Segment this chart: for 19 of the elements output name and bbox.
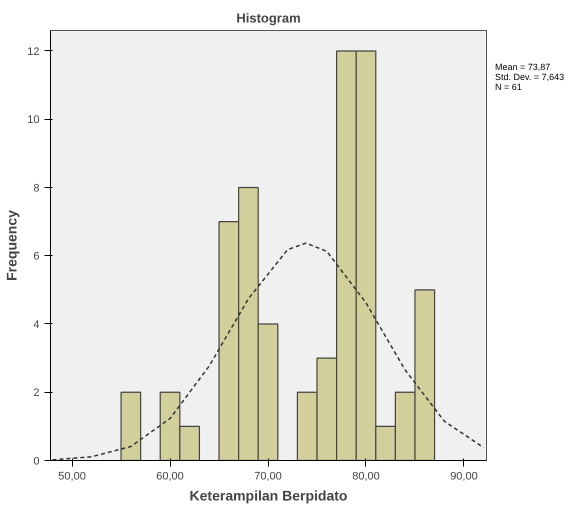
y-tick-label: 4 — [33, 318, 40, 331]
chart-title: Histogram — [236, 10, 301, 26]
y-tick-label: 6 — [33, 250, 40, 263]
text: Mean = 73,87 — [495, 62, 550, 72]
y-axis-title: Frequency — [3, 210, 20, 281]
y-tick-label: 8 — [33, 182, 40, 194]
text: Std. Dev. = 7,643 — [495, 72, 564, 82]
x-tick-label: 90,00 — [450, 470, 478, 482]
y-tick-label: 2 — [33, 387, 40, 400]
y-tick-label: 10 — [27, 114, 40, 126]
x-axis-title: Keterampilan Berpidato — [190, 488, 348, 504]
y-tick-label: 0 — [33, 456, 40, 468]
x-tick-label: 50,00 — [58, 470, 86, 482]
y-tick-label: 12 — [27, 46, 40, 58]
x-tick-label: 60,00 — [156, 470, 184, 482]
x-tick-label: 70,00 — [254, 470, 282, 482]
text: N = 61 — [495, 82, 522, 92]
x-tick-label: 80,00 — [352, 470, 380, 482]
line-series — [52, 242, 484, 460]
